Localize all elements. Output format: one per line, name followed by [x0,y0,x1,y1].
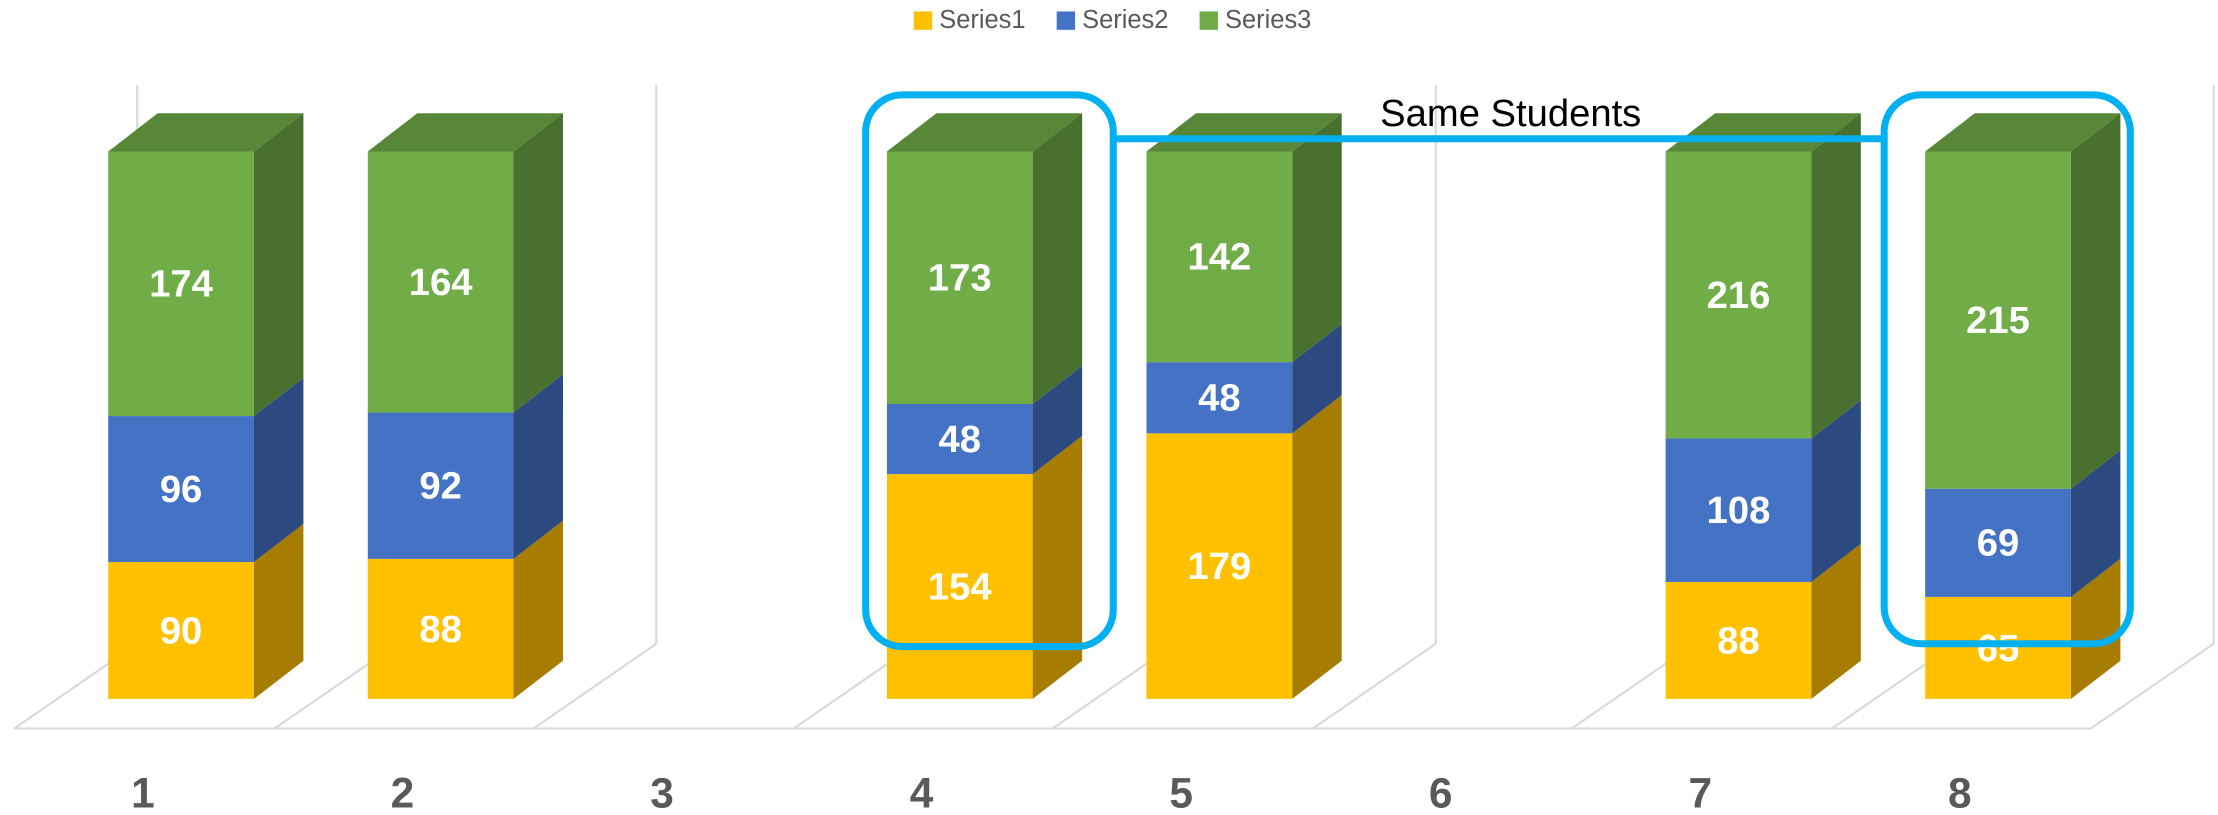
data-label: 154 [928,565,992,608]
bar [1925,151,2071,489]
x-tick-label: 4 [910,770,934,815]
bar [108,151,254,417]
legend-swatch [1199,11,1218,30]
annotation: Same Students [862,91,2134,651]
data-label: 215 [1966,299,2030,342]
x-tick-label: 5 [1169,770,1193,815]
data-label: 90 [160,609,202,652]
bar [108,562,254,699]
highlight-box [1880,91,2134,648]
bar-side [1032,113,1083,405]
bar [1665,438,1812,582]
bar [1665,581,1812,699]
data-label: 108 [1707,489,1771,532]
data-label: 96 [160,468,202,511]
bar-side [253,377,304,563]
data-label: 216 [1707,274,1771,317]
data-label: 65 [1977,627,2019,670]
bar-side [1292,395,1342,699]
x-tick-label: 3 [650,770,674,815]
data-label: 173 [928,257,992,300]
data-label: 88 [1717,619,1759,662]
bar-side [1811,400,1861,582]
bar-top [886,113,1083,152]
bar [886,151,1033,405]
bar-side [1811,543,1861,699]
bar [1665,151,1812,439]
x-tick-label: 6 [1429,770,1453,815]
bar-side [1292,113,1342,363]
bar-side [2070,558,2121,699]
bar-side [1032,365,1083,475]
x-tick-label: 2 [391,770,415,815]
legend-swatch [913,11,933,30]
bar-side [2070,113,2121,489]
bar [1146,151,1293,363]
legend-label: Series1 [939,6,1025,34]
data-label: 92 [419,465,461,508]
bar [367,151,514,413]
x-tick-label: 7 [1688,770,1712,815]
x-tick-label: 8 [1948,770,1972,815]
bar-side [513,113,563,413]
bar [1925,596,2071,699]
data-label: 179 [1187,545,1251,588]
data-label: 48 [939,418,981,461]
bar [886,404,1033,475]
bar-side [253,113,304,417]
bar [367,412,514,559]
bar-top [108,113,304,152]
x-tick-label: 1 [131,770,155,815]
bar [886,474,1033,699]
annotation-text: Same Students [1380,92,1641,135]
bar-side [253,523,304,699]
highlight-box [862,91,1117,651]
bar-top [1925,113,2121,152]
data-label: 174 [149,263,213,306]
bar [1925,488,2071,597]
legend-label: Series3 [1225,6,1311,34]
legend-label: Series2 [1082,6,1168,34]
bar-side [1811,113,1861,439]
bars: 90 96 174 88 92 164 154 48 173 179 48 142 88 108 216 65… [108,113,2121,699]
bar-side [2070,450,2121,597]
data-label: 142 [1187,236,1251,279]
bar-side [513,520,563,699]
data-label: 69 [1977,522,2019,565]
data-label: 164 [409,261,473,304]
legend-swatch [1056,11,1076,30]
bar-side [513,374,563,559]
bar [1146,433,1293,699]
data-label: 48 [1198,377,1240,420]
bar [108,416,254,563]
bar [1146,362,1293,434]
bar-side [1032,435,1083,699]
data-label: 88 [419,608,461,651]
bar-top [367,113,563,152]
bar [367,558,514,699]
bar-side [1292,323,1342,434]
